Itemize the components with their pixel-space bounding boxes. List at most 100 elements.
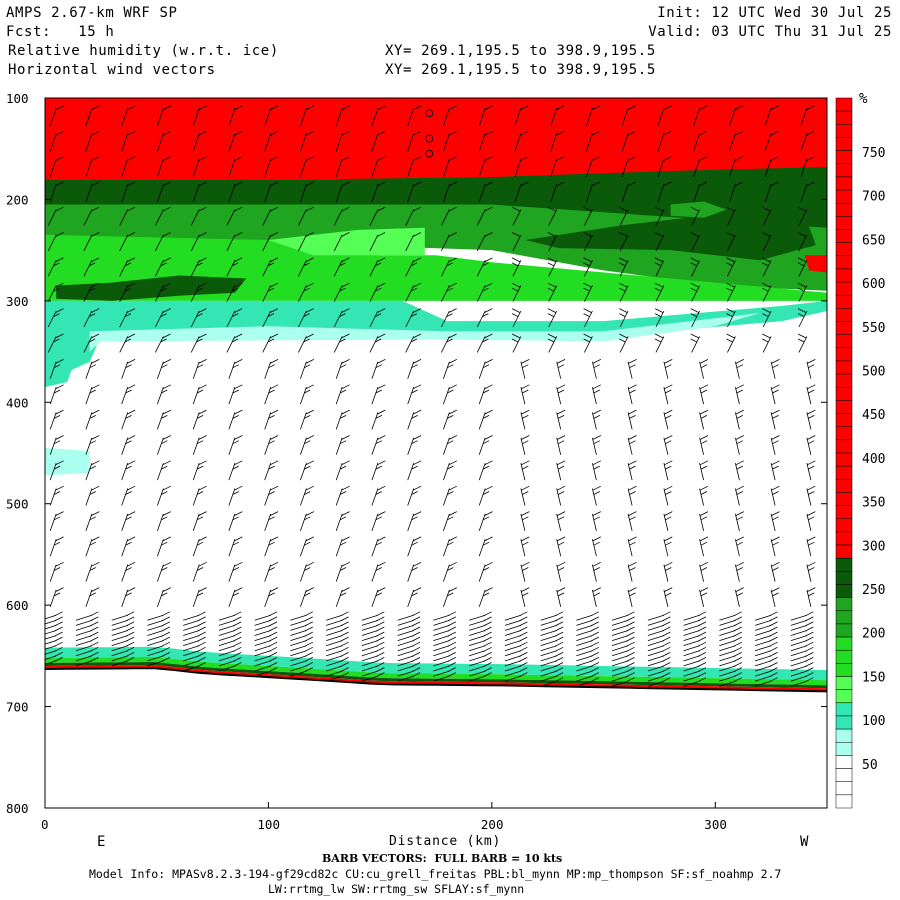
wind-barb-flag <box>447 491 454 495</box>
wind-barb-flag <box>162 206 171 212</box>
wind-barb-shaft <box>190 285 200 302</box>
wind-barb-shaft <box>228 412 236 430</box>
wind-barb-flag <box>339 440 347 445</box>
wind-barb-flag <box>90 646 99 652</box>
wind-barb-flag <box>806 156 815 162</box>
wind-barb-flag <box>522 415 529 419</box>
wind-barb-shaft <box>806 488 812 506</box>
wind-barb-flag <box>521 485 530 491</box>
wind-barb-shaft <box>228 361 236 379</box>
wind-barb-shaft <box>762 310 772 328</box>
wind-barb-flag <box>662 646 671 652</box>
wind-barb-flag <box>162 232 171 237</box>
wind-barb-flag <box>339 287 346 292</box>
wind-barb-flag <box>665 516 672 521</box>
wind-barb-flag <box>269 536 279 542</box>
wind-barb-flag <box>412 308 422 313</box>
wind-barb-shaft <box>326 630 343 636</box>
wind-barb-shaft <box>49 589 57 608</box>
wind-barb-shaft <box>556 513 562 531</box>
colorbar-swatch <box>835 768 853 782</box>
colorbar-swatch <box>835 479 853 493</box>
wind-barb-shaft <box>699 463 704 481</box>
wind-barb-shaft <box>550 107 558 127</box>
rh-surface-teal <box>45 646 827 681</box>
wind-barb-flag <box>700 567 708 571</box>
y-tick-label: 700 <box>6 700 29 715</box>
wind-barb-flag <box>484 156 493 162</box>
wind-barb-shaft <box>300 158 307 178</box>
wind-barb-flag <box>268 491 275 495</box>
wind-barb-flag <box>88 262 96 267</box>
wind-barb-flag <box>662 652 671 657</box>
wind-barb-flag <box>375 491 382 495</box>
wind-barb-flag <box>90 621 99 627</box>
wind-barb-flag <box>340 616 349 622</box>
wind-barb-flag <box>733 657 742 662</box>
wind-barb-flag <box>125 631 135 637</box>
wind-barb-flag <box>770 130 779 136</box>
wind-barb-shaft <box>520 513 526 531</box>
wind-barb-flag <box>162 511 171 516</box>
wind-barb-flag <box>374 287 382 292</box>
wind-barb-flag <box>726 313 733 317</box>
wind-barb-flag <box>411 516 418 521</box>
wind-barb-shaft <box>397 655 414 662</box>
wind-barb-flag <box>305 333 314 339</box>
wind-barb-flag <box>590 611 599 617</box>
wind-barb-shaft <box>183 620 200 626</box>
wind-barb-shaft <box>627 463 633 481</box>
wind-barb-flag <box>90 636 99 642</box>
wind-barb-flag <box>198 181 207 187</box>
wind-barb-shaft <box>407 589 415 608</box>
wind-barb-shaft <box>727 285 736 302</box>
wind-barb-flag <box>593 389 600 394</box>
wind-barb-flag <box>448 156 457 162</box>
wind-barb-flag <box>805 662 814 667</box>
wind-barb-shaft <box>548 310 558 328</box>
wind-barb-shaft <box>83 209 93 226</box>
wind-barb-shaft <box>85 539 93 557</box>
wind-barb-flag <box>805 631 814 637</box>
wind-barb-flag <box>305 561 314 567</box>
wind-barb-flag <box>556 511 566 516</box>
wind-barb-flag <box>733 662 742 667</box>
colorbar-swatch <box>835 623 853 638</box>
wind-barb-flag <box>557 541 565 546</box>
wind-barb-flag <box>522 389 529 394</box>
colorbar-swatch <box>835 531 853 546</box>
wind-barb-flag <box>626 631 635 637</box>
wind-barb-flag <box>556 359 566 364</box>
wind-barb-shaft <box>592 539 597 557</box>
wind-barb-shaft <box>550 133 558 152</box>
wind-barb-flag <box>304 641 313 647</box>
wind-barb-shaft <box>611 655 629 662</box>
wind-barb-flag <box>161 646 170 652</box>
wind-barb-shaft <box>719 680 736 687</box>
wind-barb-flag <box>447 657 456 662</box>
wind-barb-flag <box>511 232 521 237</box>
colorbar-swatch <box>835 294 853 309</box>
wind-barb-shaft <box>611 620 629 626</box>
wind-barb-flag <box>162 384 171 390</box>
wind-barb-flag <box>55 561 64 567</box>
wind-barb-flag <box>769 641 778 647</box>
wind-barb-shaft <box>556 564 562 582</box>
wind-barb-shaft <box>754 640 772 646</box>
wind-barb-flag <box>519 646 528 652</box>
wind-barb-flag <box>448 308 457 313</box>
wind-barb-flag <box>232 541 239 546</box>
wind-barb-flag <box>482 516 490 521</box>
wind-barb-shaft <box>647 665 665 672</box>
wind-barb-flag <box>519 616 528 622</box>
wind-barb-flag <box>484 435 493 440</box>
wind-barb-flag <box>735 435 744 440</box>
wind-barb-shaft <box>157 158 164 178</box>
wind-barb-flag <box>269 206 279 212</box>
wind-barb-flag <box>482 440 490 445</box>
wind-barb-shaft <box>556 539 562 557</box>
colorbar-swatch <box>835 229 853 243</box>
wind-barb-shaft <box>520 412 526 430</box>
wind-barb-flag <box>797 338 805 343</box>
wind-barb-shaft <box>556 589 562 607</box>
